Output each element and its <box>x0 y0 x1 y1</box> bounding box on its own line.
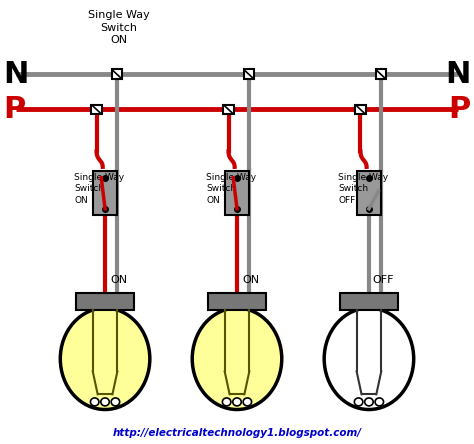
Circle shape <box>111 398 119 406</box>
Circle shape <box>101 398 109 406</box>
Bar <box>112 69 122 79</box>
Text: N: N <box>4 59 29 89</box>
Ellipse shape <box>60 308 150 409</box>
Text: Single Way
Switch
ON: Single Way Switch ON <box>206 173 256 205</box>
Ellipse shape <box>324 308 414 409</box>
Bar <box>225 171 249 215</box>
Bar <box>223 105 234 115</box>
Bar <box>375 69 386 79</box>
Text: P: P <box>4 95 26 124</box>
Text: Single Way
Switch
ON: Single Way Switch ON <box>74 173 125 205</box>
Circle shape <box>243 398 252 406</box>
Text: ON: ON <box>110 275 128 285</box>
Circle shape <box>91 398 99 406</box>
Bar <box>208 293 266 309</box>
Text: ON: ON <box>243 275 260 285</box>
Circle shape <box>375 398 383 406</box>
Text: Single Way
Switch
OFF: Single Way Switch OFF <box>338 173 388 205</box>
Bar <box>357 171 381 215</box>
Bar <box>76 293 134 309</box>
Text: http://electricaltechnology1.blogspot.com/: http://electricaltechnology1.blogspot.co… <box>112 428 362 438</box>
Text: OFF: OFF <box>373 275 394 285</box>
Bar <box>91 105 102 115</box>
Circle shape <box>222 398 231 406</box>
Text: Single Way
Switch
ON: Single Way Switch ON <box>88 10 150 45</box>
Text: N: N <box>445 59 470 89</box>
Text: P: P <box>448 95 470 124</box>
Circle shape <box>355 398 363 406</box>
Ellipse shape <box>192 308 282 409</box>
Bar <box>244 69 254 79</box>
Circle shape <box>233 398 241 406</box>
Bar <box>340 293 398 309</box>
Circle shape <box>365 398 373 406</box>
Bar <box>93 171 117 215</box>
Bar <box>356 105 365 115</box>
